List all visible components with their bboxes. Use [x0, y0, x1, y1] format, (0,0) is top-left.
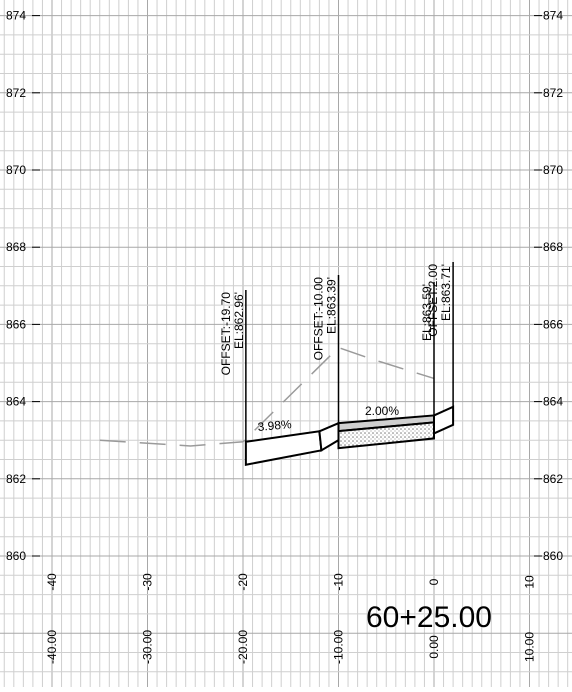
proposed-section [244, 405, 455, 466]
existing-ground [99, 346, 435, 447]
offset-label-bottom: -40.00 [45, 630, 59, 664]
offset-label-top: -30 [141, 573, 155, 591]
mid-offset-text: EL:863.39' [325, 277, 339, 334]
left-offset-text: EL:862.96' [232, 292, 246, 349]
existing-ground-line [99, 346, 435, 447]
elevation-label-left: 872 [6, 86, 26, 100]
elevation-label-left: 866 [6, 317, 26, 331]
offset-label-top: -20 [236, 573, 250, 591]
elevation-label-right: 870 [543, 163, 563, 177]
offset-label-top: 0 [427, 578, 441, 585]
offset-label-top: -40 [45, 573, 59, 591]
right-offset-text: OFFSET:2.00 [426, 264, 440, 337]
shoulder-section [318, 421, 340, 452]
offset-label-bottom: -10.00 [332, 630, 346, 664]
left-offset-text: OFFSET:-19.70 [219, 292, 233, 376]
elevation-label-left: 864 [6, 395, 26, 409]
center-elev-text: EL:863.59' [420, 284, 434, 341]
offset-label-bottom: 10.00 [523, 632, 537, 662]
elevation-label-right: 862 [543, 472, 563, 486]
elevation-label-left: 862 [6, 472, 26, 486]
curb-section [433, 405, 455, 435]
offset-label-bottom: -30.00 [141, 630, 155, 664]
slope-label-right: 2.00% [365, 404, 399, 418]
station-label: 60+25.00 [366, 601, 492, 634]
elevation-label-left: 868 [6, 240, 26, 254]
elevation-labels: 874 874 872 872 870 870 868 868 866 866 864 864 862 8… [6, 9, 563, 563]
elevation-label-right: 864 [543, 395, 563, 409]
elevation-label-left: 870 [6, 163, 26, 177]
elevation-label-left: 860 [6, 549, 26, 563]
offset-label-top: -10 [332, 573, 346, 591]
pavement-base-layer [337, 421, 435, 450]
right-offset-text: EL:863.71' [439, 264, 453, 321]
elevation-label-right: 872 [543, 86, 563, 100]
slope-label-left: 3.98% [257, 417, 292, 434]
offset-label-bottom: 0.00 [427, 635, 441, 659]
annotations: OFFSET:-19.70 EL:862.96' OFFSET:-10.00 EL:8… [219, 262, 454, 442]
elevation-label-right: 860 [543, 549, 563, 563]
offset-label-bottom: -20.00 [236, 630, 250, 664]
offset-labels: -40 -30 -20 -10 0 10 -40.00 -30.00 -20.00 -10.00 0… [45, 573, 537, 664]
offset-label-top: 10 [523, 575, 537, 589]
elevation-label-right: 866 [543, 317, 563, 331]
mid-offset-text: OFFSET:-10.00 [312, 277, 326, 361]
elevation-label-right: 874 [543, 9, 563, 23]
elevation-label-right: 868 [543, 240, 563, 254]
elevation-label-left: 874 [6, 9, 26, 23]
